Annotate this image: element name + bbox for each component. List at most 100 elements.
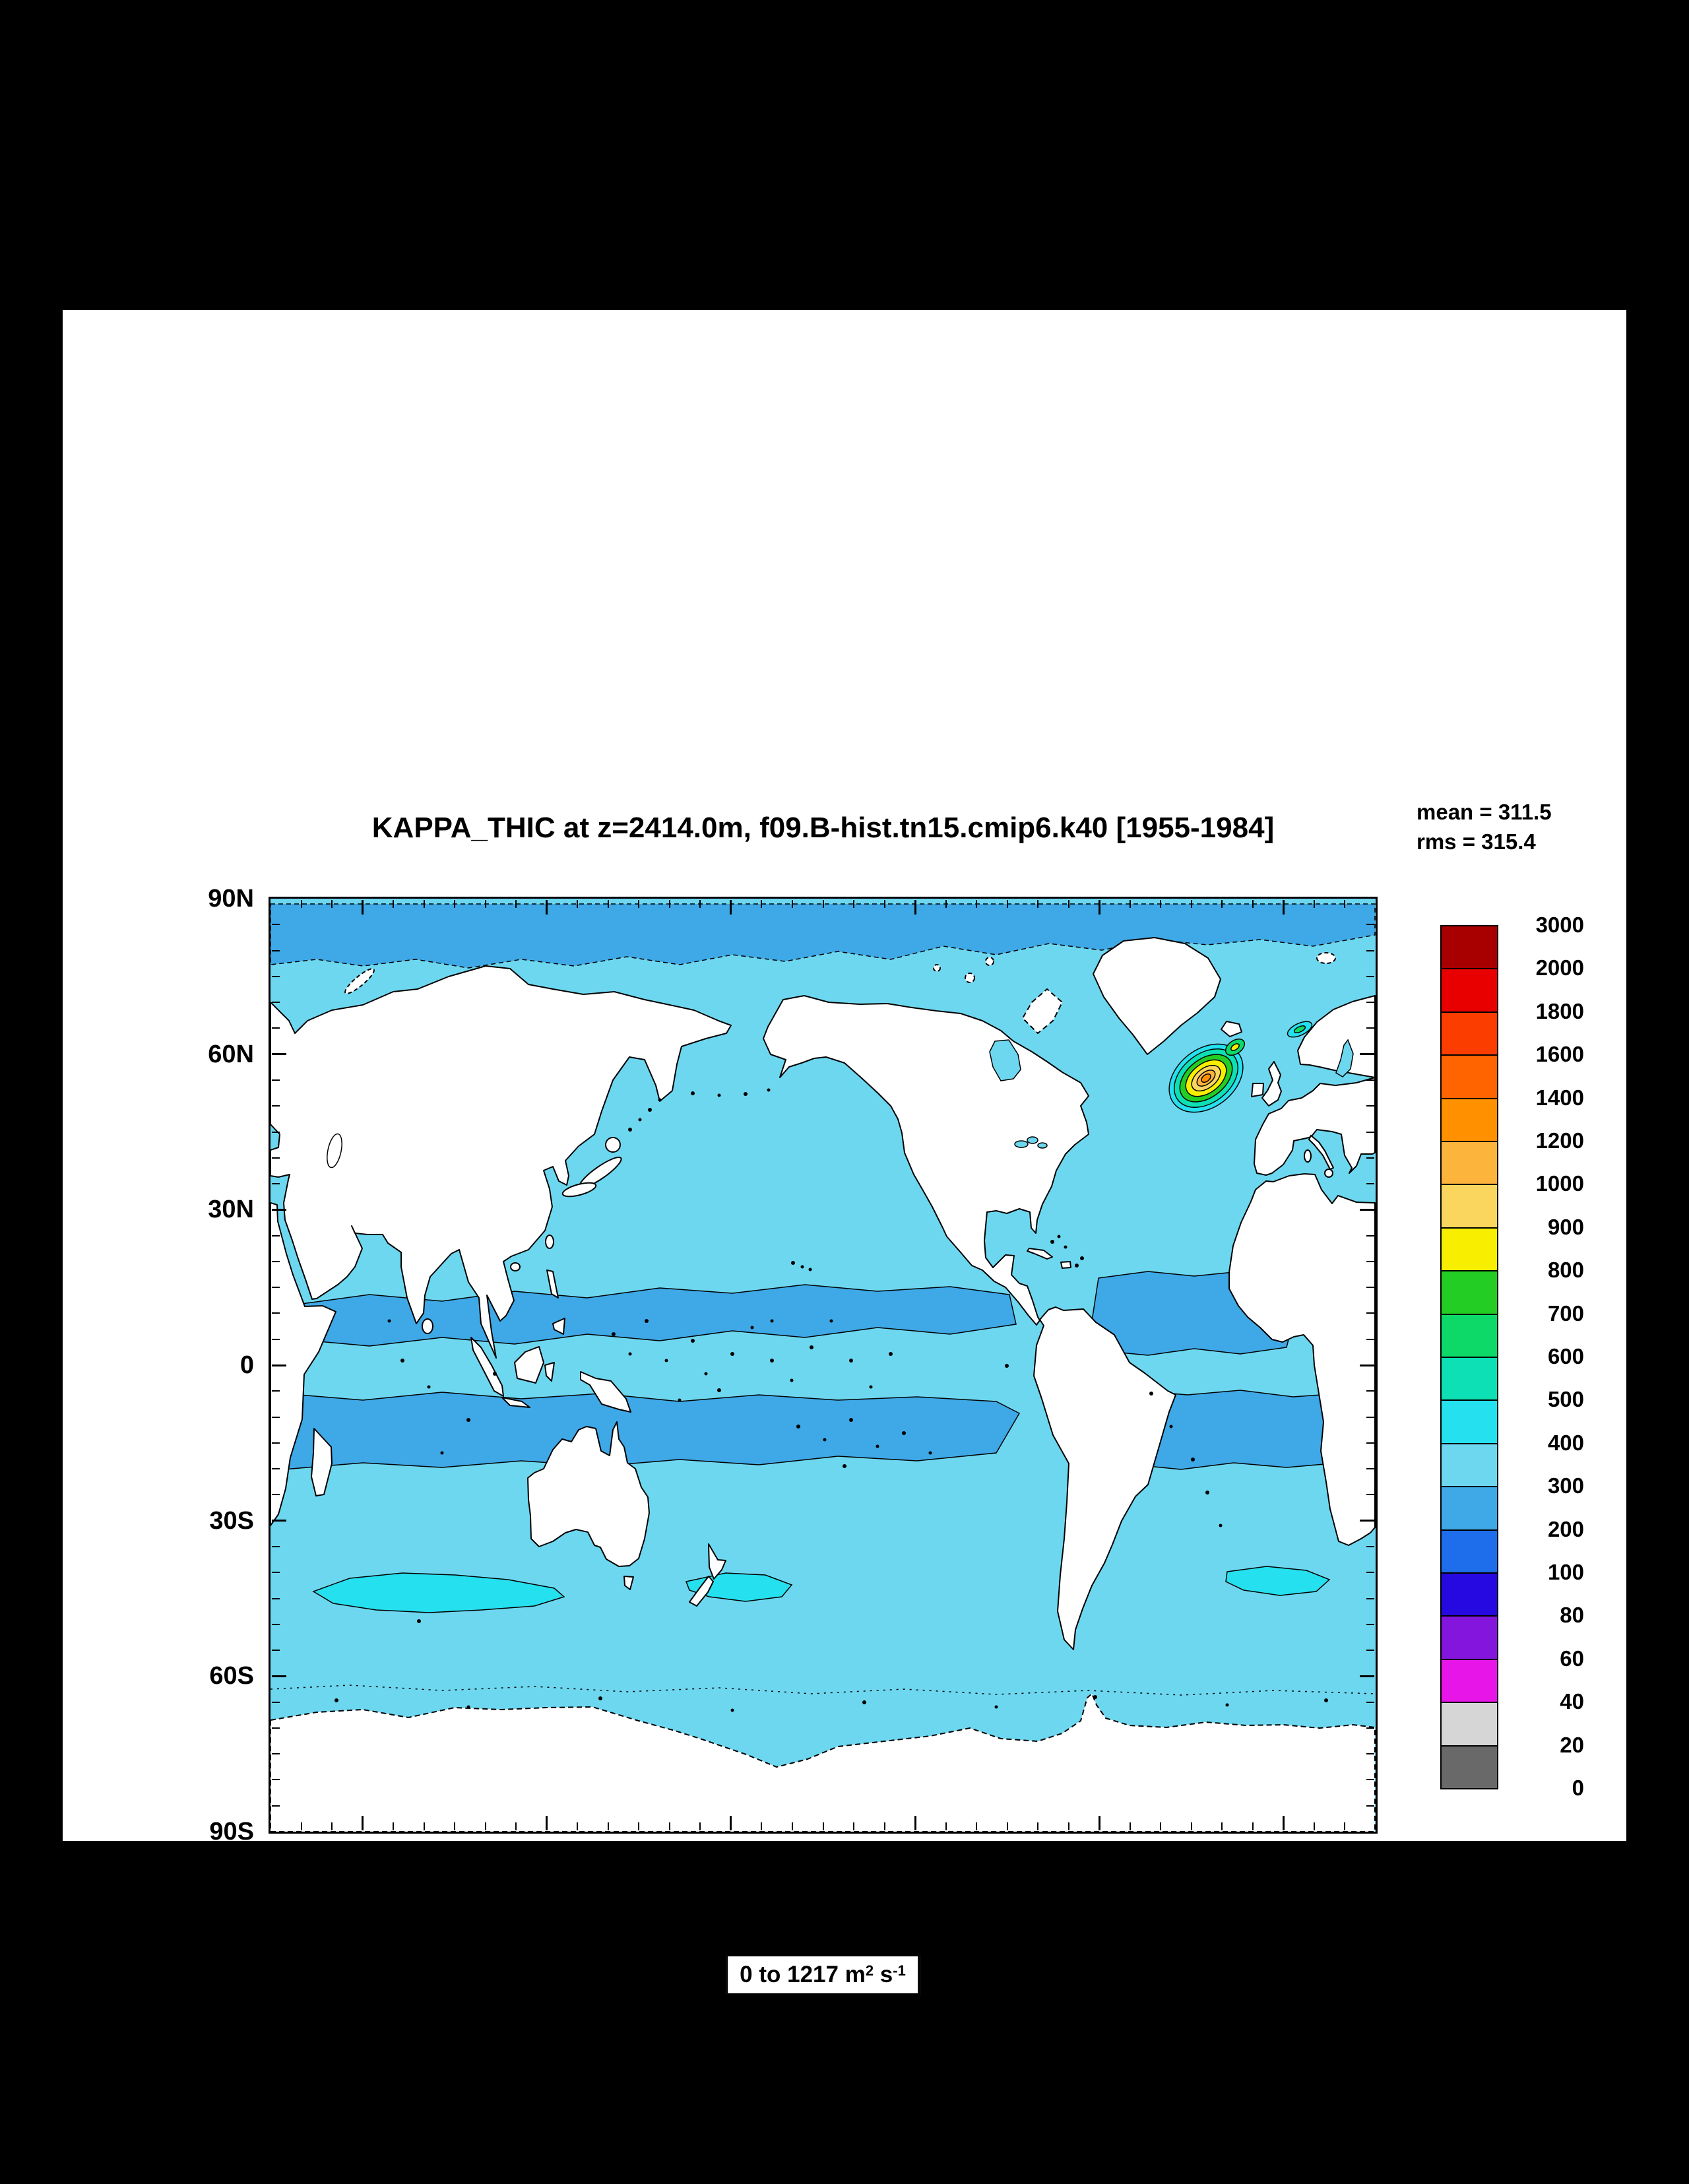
tick-mark [1129,1822,1131,1830]
tick-mark [607,1822,609,1830]
colorbar-box [1440,968,1498,1013]
colorbar-label: 200 [1547,1516,1584,1541]
tick-mark [272,1053,286,1056]
great-lake [1037,1142,1048,1149]
tick-mark [730,1816,732,1830]
colorbar-box [1440,1357,1498,1401]
tick-mark [1313,1822,1315,1830]
tick-mark [761,1822,763,1830]
tick-mark [883,1822,885,1830]
tick-mark [1068,1822,1069,1830]
arctic-island [985,957,994,966]
colorbar-box [1440,1227,1498,1272]
tick-mark [1366,1157,1374,1159]
tick-mark [1344,1822,1346,1830]
tick-mark [822,1822,824,1830]
tick-mark [945,900,947,908]
data-range-box: 0 to 1217 m2 s-1 [726,1954,920,1995]
colorbar-box [1440,1399,1498,1444]
landmass-britain [1261,1061,1282,1107]
tick-mark [1313,900,1315,908]
tick-mark [853,1822,855,1830]
tick-mark [1366,1416,1374,1418]
landmass-sri-lanka [422,1318,433,1334]
x-axis-label: 60E [340,1845,385,1873]
tick-mark [1366,949,1374,951]
tick-mark [272,975,280,977]
tick-mark [272,1805,280,1807]
tick-mark [331,1822,333,1830]
plot-title: KAPPA_THIC at z=2414.0m, f09.B-hist.tn15… [371,812,1275,844]
colorbar-label: 2000 [1535,955,1584,980]
tick-mark [1366,1442,1374,1444]
range-exp-2: 2 [865,1962,874,1979]
tick-mark [272,1416,280,1418]
tick-mark [699,900,701,908]
tick-mark [300,900,302,908]
tick-mark [1282,900,1285,915]
tick-mark [546,1816,548,1830]
tick-mark [1366,1079,1374,1081]
landmass-taiwan [545,1235,554,1249]
tick-mark [730,900,732,915]
tick-mark [699,1822,701,1830]
tick-mark [791,1822,793,1830]
colorbar-box [1440,1054,1498,1099]
tick-mark [1221,900,1223,908]
tick-mark [853,900,855,908]
range-text: 0 to 1217 m [740,1962,866,1987]
colorbar-label: 600 [1547,1344,1584,1368]
arctic-island [965,973,975,983]
tick-mark [1366,1002,1374,1004]
tick-mark [1366,1338,1374,1340]
tick-mark [1366,1623,1374,1625]
tick-mark [638,900,640,908]
tick-mark [1160,1822,1162,1830]
tick-mark [272,1235,280,1237]
tick-mark [454,1822,456,1830]
colorbar-box [1440,1658,1498,1704]
colorbar-box [1440,1529,1498,1574]
colorbar-box [1440,1486,1498,1531]
tick-mark [1366,1468,1374,1470]
tick-mark [638,1822,640,1830]
tick-mark [300,1822,302,1830]
landmass-hainan [510,1262,521,1271]
tick-mark [1366,1572,1374,1574]
tick-mark [272,1364,286,1366]
tick-mark [272,1131,280,1133]
inland-seas [327,1039,1354,1169]
tick-mark [546,900,548,915]
tick-mark [1068,900,1069,908]
landmass-africa-east [271,1202,336,1526]
tick-mark [272,1753,280,1755]
colorbar-box [1440,925,1498,970]
colorbar-label: 300 [1547,1473,1584,1498]
baltic-sea [1335,1039,1354,1077]
tick-mark [1366,1027,1374,1029]
colorbar-label: 800 [1547,1258,1584,1283]
tick-mark [272,1779,280,1781]
landmass-cuba [1027,1248,1053,1260]
tick-mark [1366,1779,1374,1781]
tick-mark [1366,1753,1374,1755]
landmass-kyushu [561,1182,597,1198]
x-axis-label: 60W [1073,1845,1126,1873]
tick-mark [1037,1822,1039,1830]
tick-mark [761,900,763,908]
colorbar-box [1440,1270,1498,1315]
tick-mark [1366,1390,1374,1392]
colorbar-label: 1400 [1535,1085,1584,1110]
landmass-antarctica [271,1693,1376,1832]
colorbar-label: 1600 [1535,1042,1584,1067]
colorbar-box [1440,1745,1498,1789]
landmass-nz-north [708,1543,726,1580]
colorbar-box [1440,1702,1498,1747]
tick-mark [1252,900,1254,908]
tick-mark [272,1623,280,1625]
y-axis-label: 30S [209,1506,254,1535]
colorbar-label: 20 [1560,1732,1584,1757]
tick-mark [1366,1494,1374,1496]
tick-mark [883,900,885,908]
colorbar-box [1440,1011,1498,1056]
